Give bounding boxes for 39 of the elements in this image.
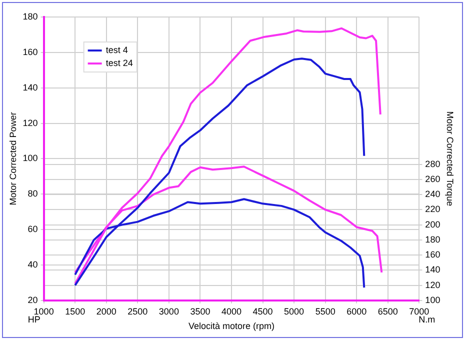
y2-tick-label: 280 [425,158,440,169]
y2-tick-label: 180 [425,234,440,244]
y-tick-label: 160 [22,46,38,57]
legend-label: test 24 [106,58,133,68]
y2-tick-label: 100 [425,294,440,305]
x-tick-label: 2000 [96,306,116,316]
y-tick-label: 120 [22,118,38,128]
y2-axis-title: Motor Corrected Torque [445,111,456,206]
x-tick-label: 3500 [190,306,210,316]
y-tick-label: 100 [22,153,38,164]
y2-tick-label: 200 [425,219,440,230]
legend-label: test 4 [106,44,128,55]
x-tick-label: 4500 [252,306,273,316]
x-tick-label: 6500 [378,306,398,316]
y2-tick-label: 120 [425,280,440,290]
y2-tick-label: 140 [425,264,440,275]
x-tick-label: 5500 [315,306,336,316]
x-tick-label: 5000 [284,306,304,316]
x-tick-label: 7000 [409,306,430,316]
text: N.m [418,314,436,324]
x-tick-label: 1500 [65,306,86,316]
y-tick-label: 140 [22,82,38,92]
y-tick-label: 180 [22,11,38,22]
x-tick-label: 3000 [158,306,179,316]
y-tick-label: 40 [28,259,38,270]
y-tick-label: 60 [28,224,38,234]
y-axis-title: Motor Corrected Power [8,112,18,206]
x-tick-label: 2500 [128,306,148,316]
x-axis-title: Velocità motore (rpm) [188,321,275,332]
y-tick-label: 80 [28,188,38,199]
y2-tick-label: 160 [425,250,440,260]
y2-tick-label: 240 [425,189,440,200]
y2-tick-label: 260 [425,174,440,184]
y2-tick-label: 220 [425,204,440,214]
x-tick-label: 6000 [346,306,367,316]
x-tick-label: 4000 [221,306,242,316]
text: HP [28,314,40,324]
x-tick-label: 1000 [34,306,54,316]
y-tick-label: 20 [28,294,38,305]
